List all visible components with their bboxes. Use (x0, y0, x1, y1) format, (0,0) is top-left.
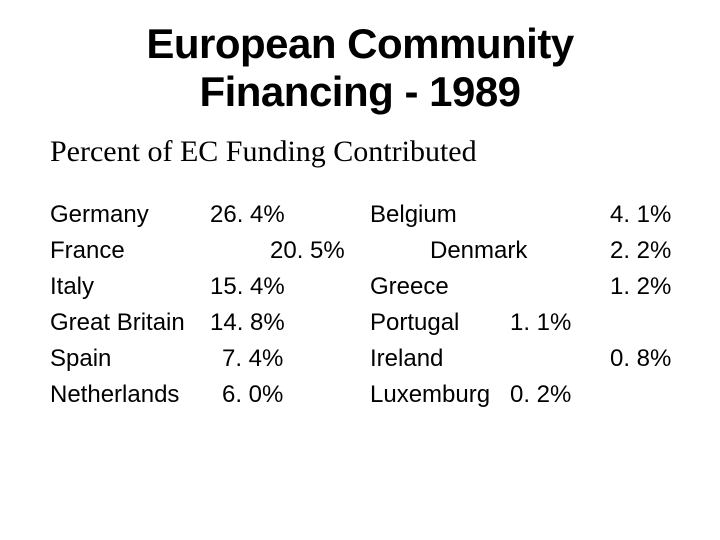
value-right: 1. 1% (510, 305, 571, 341)
country-left: Great Britain (50, 305, 185, 341)
value-right: 1. 2% (610, 269, 671, 305)
country-right: Belgium (370, 197, 457, 233)
country-left: Netherlands (50, 377, 179, 413)
value-left: 7. 4% (222, 341, 283, 377)
country-right: Portugal (370, 305, 459, 341)
value-left: 20. 5% (270, 233, 345, 269)
value-right: 4. 1% (610, 197, 671, 233)
country-right: Ireland (370, 341, 443, 377)
value-right: 0. 8% (610, 341, 671, 377)
country-left: France (50, 233, 125, 269)
value-left: 15. 4% (210, 269, 285, 305)
country-left: Spain (50, 341, 111, 377)
country-right: Luxemburg (370, 377, 490, 413)
country-right: Greece (370, 269, 449, 305)
page-title: European Community Financing - 1989 (50, 20, 670, 117)
value-left: 6. 0% (222, 377, 283, 413)
country-left: Germany (50, 197, 149, 233)
value-right: 2. 2% (610, 233, 671, 269)
page-subtitle: Percent of EC Funding Contributed (50, 135, 670, 169)
country-left: Italy (50, 269, 94, 305)
country-right: Denmark (430, 233, 527, 269)
value-left: 26. 4% (210, 197, 285, 233)
value-right: 0. 2% (510, 377, 571, 413)
title-line-1: European Community (146, 20, 573, 67)
value-left: 14. 8% (210, 305, 285, 341)
data-table: Germany 26. 4% Belgium 4. 1% France 20. 5% Den… (50, 197, 670, 457)
title-line-2: Financing - 1989 (199, 68, 520, 115)
